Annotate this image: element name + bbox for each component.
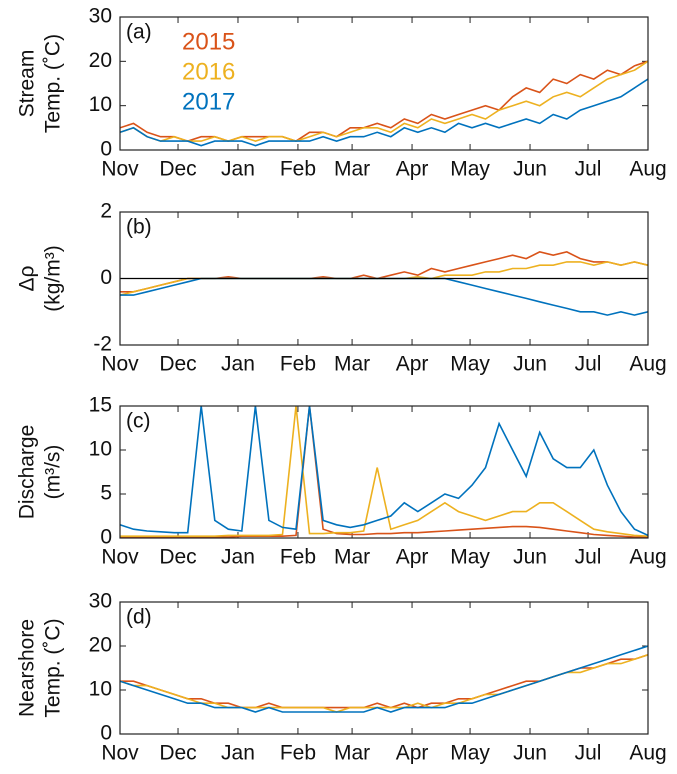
series-line bbox=[120, 654, 648, 709]
panel-label: (d) bbox=[126, 606, 152, 629]
x-tick-label: May bbox=[450, 546, 490, 569]
y-tick-label: 2 bbox=[100, 200, 112, 223]
axes-box bbox=[119, 211, 649, 346]
y-axis-label: Temp. (˚C) bbox=[42, 34, 65, 133]
y-tick-label: 20 bbox=[89, 634, 112, 657]
series-line bbox=[120, 78, 648, 147]
series-line bbox=[120, 406, 648, 537]
x-tick-label: Feb bbox=[280, 158, 316, 181]
axes-box bbox=[119, 16, 649, 151]
axes-box bbox=[119, 405, 649, 539]
legend-entry: 2015 bbox=[182, 28, 235, 55]
panel-label: (a) bbox=[126, 21, 152, 44]
series-line bbox=[120, 406, 648, 538]
x-tick-label: Aug bbox=[629, 158, 666, 181]
x-tick-label: Mar bbox=[334, 742, 370, 765]
x-tick-label: Jan bbox=[221, 546, 255, 569]
x-tick-label: Nov bbox=[101, 158, 139, 181]
axes-box bbox=[119, 601, 649, 735]
x-tick-label: Apr bbox=[396, 158, 429, 181]
x-tick-label: Feb bbox=[280, 353, 316, 376]
y-axis-label: (kg/m³) bbox=[42, 245, 65, 312]
x-tick-label: Aug bbox=[629, 546, 666, 569]
x-tick-label: Jul bbox=[575, 742, 602, 765]
panel-label: (b) bbox=[126, 216, 152, 239]
y-tick-label: 10 bbox=[89, 438, 112, 461]
y-tick-label: 0 bbox=[100, 526, 112, 549]
y-axis-label: Δρ bbox=[16, 265, 39, 291]
x-tick-label: May bbox=[450, 742, 490, 765]
x-tick-label: Jan bbox=[221, 353, 255, 376]
y-tick-label: 20 bbox=[89, 49, 112, 72]
x-tick-label: Jan bbox=[221, 742, 255, 765]
y-axis-label: Nearshore bbox=[16, 619, 39, 717]
series-line bbox=[120, 60, 648, 142]
legend-entry: 2017 bbox=[182, 88, 235, 115]
x-tick-label: Jun bbox=[513, 742, 547, 765]
x-tick-label: Aug bbox=[629, 353, 666, 376]
panel-label: (c) bbox=[126, 410, 151, 433]
plot-area bbox=[120, 406, 648, 538]
x-tick-label: Aug bbox=[629, 742, 666, 765]
y-tick-label: 30 bbox=[89, 590, 112, 613]
y-tick-label: 30 bbox=[89, 5, 112, 28]
y-tick-label: 0 bbox=[100, 138, 112, 161]
series-line bbox=[120, 645, 648, 713]
y-axis-label: Stream bbox=[16, 50, 39, 118]
plot-area bbox=[120, 251, 648, 316]
series-line bbox=[120, 406, 648, 537]
x-tick-label: Dec bbox=[159, 742, 196, 765]
x-tick-label: Nov bbox=[101, 546, 139, 569]
x-tick-label: Jun bbox=[513, 353, 547, 376]
x-tick-label: Jun bbox=[513, 158, 547, 181]
legend-entry: 2016 bbox=[182, 58, 235, 85]
x-tick-label: Nov bbox=[101, 353, 139, 376]
x-tick-label: Apr bbox=[396, 546, 429, 569]
x-tick-label: Dec bbox=[159, 158, 196, 181]
plot-area bbox=[120, 60, 648, 147]
plot-area bbox=[120, 645, 648, 713]
x-tick-label: Apr bbox=[396, 742, 429, 765]
y-axis-label: Discharge bbox=[16, 425, 39, 520]
series-line bbox=[120, 60, 648, 142]
x-tick-label: Jan bbox=[221, 158, 255, 181]
y-tick-label: 15 bbox=[89, 394, 112, 417]
y-tick-label: -2 bbox=[93, 333, 112, 356]
series-line bbox=[120, 251, 648, 293]
x-tick-label: Mar bbox=[334, 353, 370, 376]
x-tick-label: Dec bbox=[159, 546, 196, 569]
x-tick-label: Apr bbox=[396, 353, 429, 376]
x-tick-label: Mar bbox=[334, 158, 370, 181]
x-tick-label: May bbox=[450, 353, 490, 376]
series-line bbox=[120, 277, 648, 316]
x-tick-label: Feb bbox=[280, 742, 316, 765]
x-tick-label: Dec bbox=[159, 353, 196, 376]
y-tick-label: 5 bbox=[100, 482, 112, 505]
x-tick-label: Jul bbox=[575, 158, 602, 181]
x-tick-label: Jun bbox=[513, 546, 547, 569]
x-tick-label: Jul bbox=[575, 546, 602, 569]
y-tick-label: 10 bbox=[89, 93, 112, 116]
y-axis-label: (m³/s) bbox=[42, 445, 65, 500]
x-tick-label: May bbox=[450, 158, 490, 181]
y-tick-label: 0 bbox=[100, 722, 112, 745]
y-tick-label: 0 bbox=[100, 266, 112, 289]
x-tick-label: Nov bbox=[101, 742, 139, 765]
y-tick-label: 10 bbox=[89, 678, 112, 701]
x-tick-label: Mar bbox=[334, 546, 370, 569]
y-axis-label: Temp. (˚C) bbox=[42, 618, 65, 717]
x-tick-label: Jul bbox=[575, 353, 602, 376]
x-tick-label: Feb bbox=[280, 546, 316, 569]
